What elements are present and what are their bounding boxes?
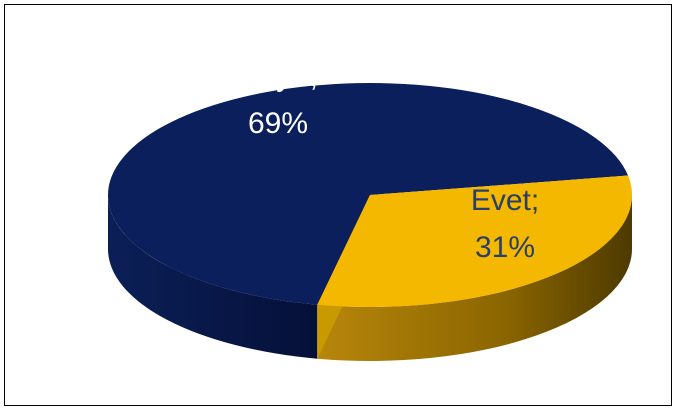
- slice-top-evet: [317, 175, 633, 307]
- slice-label-evet-name: Evet;: [471, 184, 539, 217]
- slice-label-evet-percent: 31%: [475, 231, 535, 264]
- slice-label-hayir-name: Hayır;: [238, 60, 318, 93]
- slice-side-hayir: [108, 195, 318, 359]
- slice-side-evet: [317, 195, 632, 361]
- slice-top-hayir: [108, 83, 629, 305]
- slice-label-hayir-percent: 69%: [248, 107, 308, 140]
